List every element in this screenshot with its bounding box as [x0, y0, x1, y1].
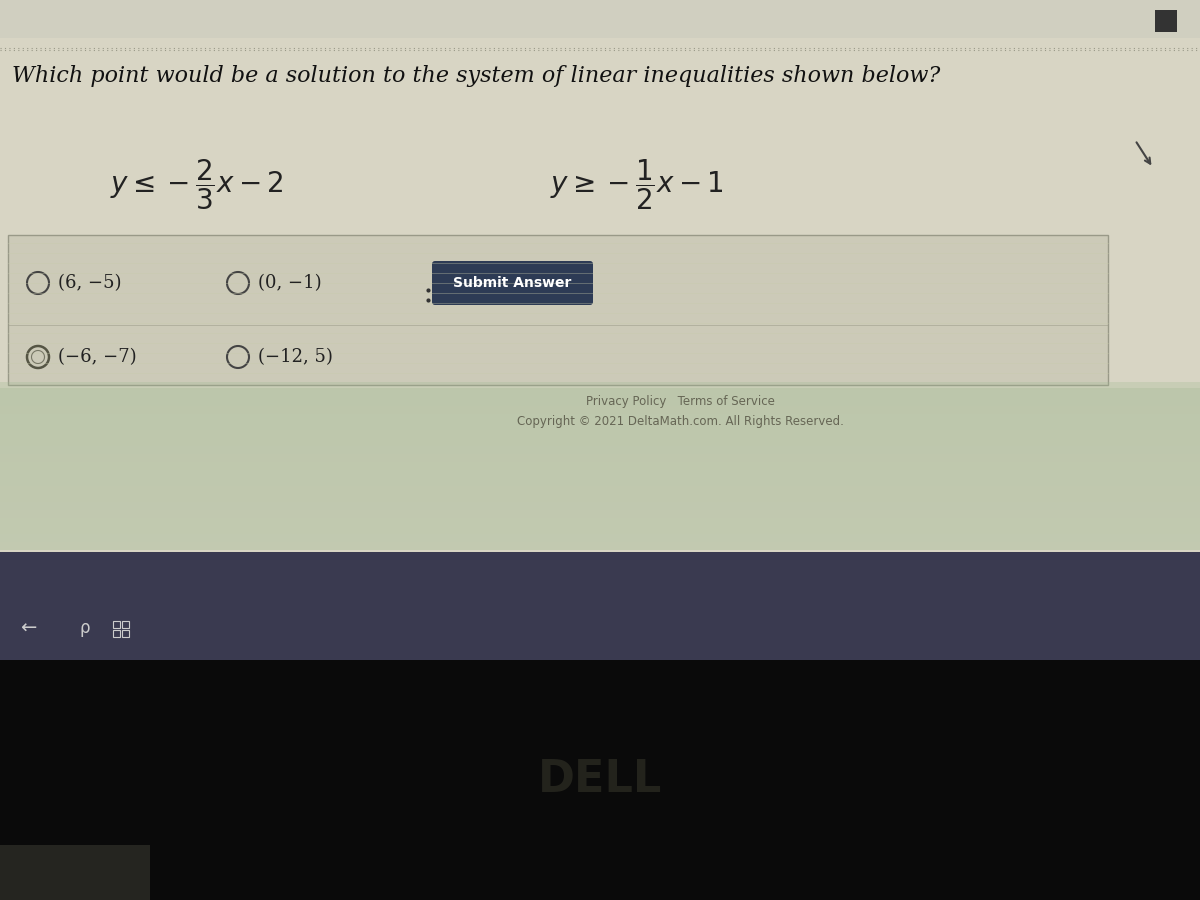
Text: Copyright © 2021 DeltaMath.com. All Rights Reserved.: Copyright © 2021 DeltaMath.com. All Righ… [516, 416, 844, 428]
FancyBboxPatch shape [0, 660, 1200, 900]
FancyBboxPatch shape [0, 390, 1200, 398]
FancyBboxPatch shape [0, 542, 1200, 550]
FancyBboxPatch shape [0, 478, 1200, 486]
Text: Which point would be a solution to the system of linear inequalities shown below: Which point would be a solution to the s… [12, 65, 941, 87]
FancyBboxPatch shape [0, 518, 1200, 526]
FancyBboxPatch shape [0, 398, 1200, 406]
FancyBboxPatch shape [0, 422, 1200, 430]
Text: ←: ← [20, 618, 36, 637]
FancyBboxPatch shape [0, 430, 1200, 438]
Text: (6, −5): (6, −5) [58, 274, 121, 292]
FancyBboxPatch shape [0, 414, 1200, 422]
Text: (−12, 5): (−12, 5) [258, 348, 332, 366]
FancyBboxPatch shape [0, 382, 1200, 390]
FancyBboxPatch shape [0, 502, 1200, 510]
FancyBboxPatch shape [0, 462, 1200, 470]
FancyBboxPatch shape [1154, 10, 1177, 32]
FancyBboxPatch shape [8, 235, 1108, 385]
FancyBboxPatch shape [0, 446, 1200, 454]
FancyBboxPatch shape [0, 597, 1200, 662]
Text: (−6, −7): (−6, −7) [58, 348, 137, 366]
Text: Privacy Policy   Terms of Service: Privacy Policy Terms of Service [586, 395, 774, 409]
Text: Submit Answer: Submit Answer [454, 276, 571, 290]
Text: $y \geq -\dfrac{1}{2}x - 1$: $y \geq -\dfrac{1}{2}x - 1$ [550, 158, 724, 212]
FancyBboxPatch shape [0, 510, 1200, 518]
FancyBboxPatch shape [0, 454, 1200, 462]
FancyBboxPatch shape [0, 845, 150, 900]
FancyBboxPatch shape [0, 470, 1200, 478]
FancyBboxPatch shape [0, 438, 1200, 446]
FancyBboxPatch shape [0, 486, 1200, 494]
FancyBboxPatch shape [0, 526, 1200, 534]
FancyBboxPatch shape [0, 406, 1200, 414]
Text: $y \leq -\dfrac{2}{3}x - 2$: $y \leq -\dfrac{2}{3}x - 2$ [110, 158, 283, 212]
FancyBboxPatch shape [0, 0, 1200, 38]
FancyBboxPatch shape [432, 261, 593, 305]
FancyBboxPatch shape [0, 552, 1200, 620]
Text: DELL: DELL [538, 759, 662, 802]
Text: ρ: ρ [79, 619, 90, 637]
Text: (0, −1): (0, −1) [258, 274, 322, 292]
FancyBboxPatch shape [0, 388, 1200, 550]
FancyBboxPatch shape [0, 534, 1200, 542]
FancyBboxPatch shape [0, 494, 1200, 502]
